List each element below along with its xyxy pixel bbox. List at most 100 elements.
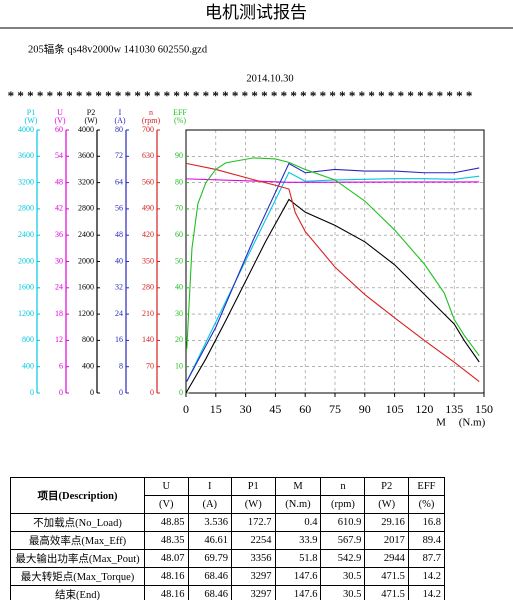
y-tick-label: 2000 — [18, 256, 34, 265]
table-cell: 567.9 — [320, 531, 366, 550]
table-cell: 68.46 — [187, 567, 232, 586]
x-tick-label: 0 — [183, 402, 189, 416]
y-tick-label: 70 — [146, 362, 154, 371]
axis-name: P2 — [87, 108, 95, 117]
table-cell: 14.2 — [407, 567, 446, 586]
axis-name: U — [57, 108, 63, 117]
x-axis-label: M — [436, 417, 446, 429]
y-tick-label: 2800 — [78, 204, 94, 213]
y-tick-label: 210 — [142, 309, 154, 318]
y-tick-label: 50 — [175, 256, 183, 265]
table-cell: 48.85 — [144, 513, 189, 532]
y-tick-label: 1600 — [78, 283, 94, 292]
y-tick-label: 420 — [142, 230, 154, 239]
y-tick-label: 12 — [55, 335, 63, 344]
y-tick-label: 2400 — [78, 230, 94, 239]
date: 2014.10.30 — [246, 73, 293, 84]
table-cell: 最大输出功率点(Max_Pout) — [10, 549, 145, 568]
y-tick-label: 800 — [22, 335, 34, 344]
y-tick-label: 24 — [115, 309, 123, 318]
x-tick-label: 105 — [386, 402, 404, 416]
table-cell: 48.16 — [144, 585, 189, 600]
y-tick-label: 280 — [142, 283, 154, 292]
y-tick-label: 60 — [55, 125, 63, 134]
y-tick-label: 0 — [150, 388, 154, 397]
series-line — [186, 162, 480, 382]
series-line — [186, 162, 480, 382]
table-cell: 3356 — [231, 549, 276, 568]
subtitle: 205辐条 qs48v2000w 141030 602550.gzd — [28, 42, 208, 55]
y-tick-label: 36 — [55, 230, 63, 239]
table-cell: 48.35 — [144, 531, 189, 550]
y-tick-label: 4000 — [18, 125, 34, 134]
table-cell: 46.61 — [187, 531, 232, 550]
table-cell: P1 — [231, 477, 276, 496]
y-tick-label: 32 — [115, 283, 123, 292]
y-tick-label: 10 — [175, 362, 183, 371]
y-tick-label: 0 — [90, 388, 94, 397]
y-tick-label: 60 — [175, 230, 183, 239]
table-cell: 48.07 — [144, 549, 189, 568]
table-cell: 147.6 — [274, 585, 322, 600]
y-tick-label: 40 — [115, 256, 123, 265]
table-cell: 30.5 — [320, 585, 366, 600]
y-tick-label: 24 — [55, 283, 63, 292]
table-cell: (W) — [231, 495, 276, 514]
table-cell: (W) — [364, 495, 409, 514]
y-tick-label: 48 — [55, 177, 63, 186]
y-tick-label: 40 — [175, 283, 183, 292]
series-line — [186, 171, 480, 382]
table-cell: I — [187, 477, 232, 496]
table-cell: 3297 — [231, 567, 276, 586]
table-cell: 33.9 — [274, 531, 322, 550]
table-cell: 68.46 — [187, 585, 232, 600]
y-tick-label: 0 — [179, 388, 183, 397]
table-cell: 610.9 — [320, 513, 366, 532]
table-cell: 87.7 — [407, 549, 446, 568]
x-tick-label: 60 — [299, 402, 311, 416]
x-tick-label: 30 — [240, 402, 252, 416]
table-row: 最高效率点(Max_Eff) 48.35 46.61 2254 33.9 567.9 201… — [10, 531, 446, 550]
table-cell: 最大转矩点(Max_Torque) — [10, 567, 145, 586]
table-cell: U — [144, 477, 189, 496]
table-cell: 16.8 — [407, 513, 446, 532]
table-cell: 69.79 — [187, 549, 232, 568]
table-cell: EFF — [407, 477, 446, 496]
table-cell: 项目(Description) — [10, 477, 145, 514]
x-tick-label: 15 — [210, 402, 222, 416]
table-cell: 14.2 — [407, 585, 446, 600]
y-tick-label: 0 — [119, 388, 123, 397]
report-title: 电机测试报告 — [205, 3, 307, 22]
y-tick-label: 400 — [82, 362, 94, 371]
table-row: 结束(End) 48.16 68.46 3297 147.6 30.5 471.5 14.2 — [10, 585, 446, 600]
table-cell: 最高效率点(Max_Eff) — [10, 531, 145, 550]
y-tick-label: 630 — [142, 151, 154, 160]
y-tick-label: 3600 — [18, 151, 34, 160]
x-tick-label: 120 — [415, 402, 433, 416]
table-cell: M — [274, 477, 322, 496]
table-cell: (V) — [144, 495, 189, 514]
axis-unit: (A) — [114, 116, 125, 125]
x-tick-label: 135 — [445, 402, 463, 416]
axis-name: n — [149, 108, 153, 117]
y-tick-label: 6 — [59, 362, 63, 371]
table-row: 最大转矩点(Max_Torque) 48.16 68.46 3297 147.6 30.5… — [10, 567, 446, 586]
y-tick-label: 64 — [115, 177, 123, 186]
x-tick-label: 45 — [269, 402, 281, 416]
x-axis-unit: (N.m) — [459, 417, 486, 429]
y-tick-label: 800 — [82, 335, 94, 344]
table-cell: 不加载点(No_Load) — [10, 513, 145, 532]
table-cell: 2944 — [364, 549, 409, 568]
table-cell: 89.4 — [407, 531, 446, 550]
table-cell: 结束(End) — [10, 585, 145, 600]
table-cell: P2 — [364, 477, 409, 496]
y-tick-label: 48 — [115, 230, 123, 239]
axis-name: P1 — [27, 108, 35, 117]
table-cell: 2017 — [364, 531, 409, 550]
table-cell: 3.536 — [187, 513, 232, 532]
y-tick-label: 30 — [175, 309, 183, 318]
series-line — [186, 157, 480, 356]
